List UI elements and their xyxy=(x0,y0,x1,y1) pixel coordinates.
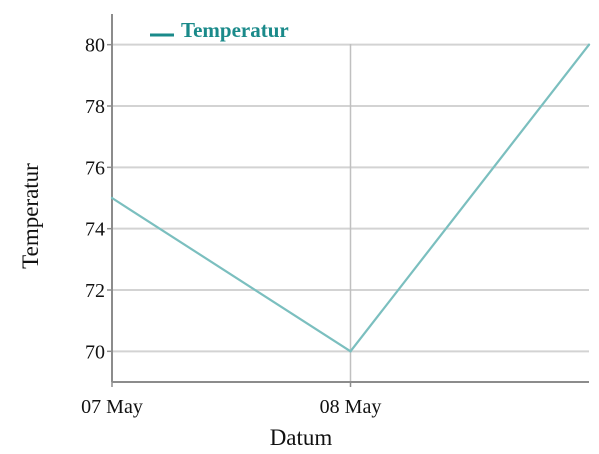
y-tick-label: 72 xyxy=(85,280,105,302)
x-axis-title: Datum xyxy=(270,425,333,450)
y-tick-label: 70 xyxy=(85,341,105,363)
y-axis-title: Temperatur xyxy=(18,163,43,269)
y-tick-label: 80 xyxy=(85,35,105,57)
x-tick-label: 07 May xyxy=(81,396,143,418)
legend: Temperatur xyxy=(150,18,289,42)
y-tick-label: 74 xyxy=(85,219,105,241)
grid-lines xyxy=(112,43,589,382)
x-tick-label: 08 May xyxy=(320,396,382,418)
data-point xyxy=(349,350,352,353)
legend-label: Temperatur xyxy=(181,18,289,42)
x-tick-labels: 07 May 08 May xyxy=(81,382,381,418)
series-layer xyxy=(110,43,591,353)
y-tick-label: 78 xyxy=(85,96,105,118)
y-tick-labels: 70 72 74 76 78 80 xyxy=(85,35,112,363)
data-point xyxy=(110,196,114,200)
y-tick-label: 76 xyxy=(85,157,105,179)
data-point xyxy=(587,43,591,46)
